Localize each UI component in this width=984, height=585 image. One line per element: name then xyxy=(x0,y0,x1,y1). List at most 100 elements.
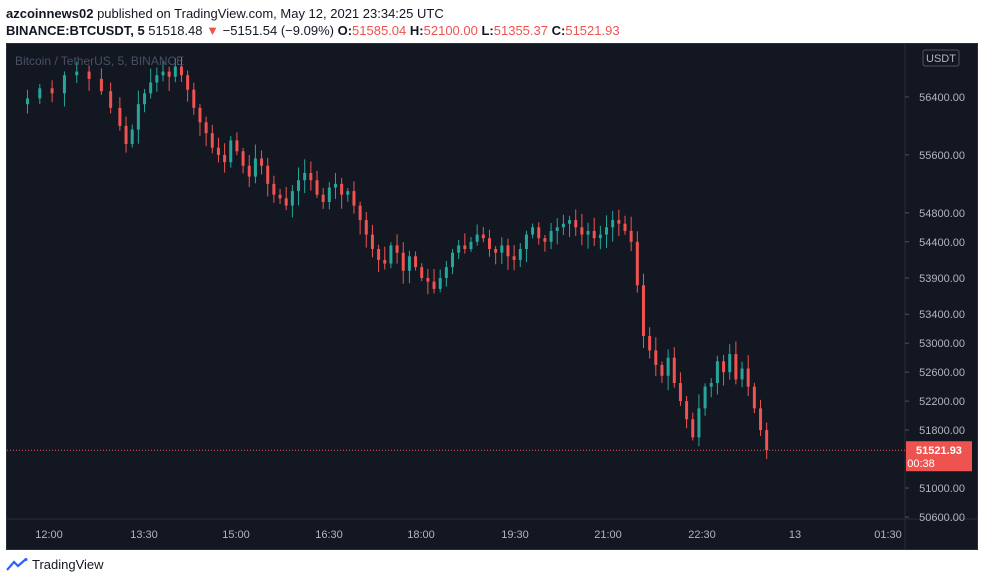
candle-body xyxy=(327,187,331,202)
publish-line: azcoinnews02 published on TradingView.co… xyxy=(6,5,620,22)
candle-body xyxy=(568,220,572,224)
close-value: 51521.93 xyxy=(565,23,620,38)
candle-body xyxy=(352,191,356,206)
candle-body xyxy=(703,386,707,409)
symbol-label: BINANCE:BTCUSDT, 5 xyxy=(6,23,145,38)
candle-body xyxy=(678,383,682,402)
y-tick-label: 52600.00 xyxy=(919,367,965,379)
candle-body xyxy=(321,194,325,202)
candle-body xyxy=(155,75,159,83)
candle-body xyxy=(173,66,177,77)
ohlc-line: BINANCE:BTCUSDT, 5 51518.48 ▼ −5151.54 (… xyxy=(6,22,620,39)
candle-body xyxy=(272,183,276,195)
candle-body xyxy=(531,227,535,235)
candle-body xyxy=(389,245,393,264)
candle-body xyxy=(469,241,473,250)
candle-body xyxy=(592,230,596,239)
x-tick-label: 19:30 xyxy=(501,529,529,541)
candle-body xyxy=(333,183,337,188)
candle-body xyxy=(414,256,418,268)
candle-body xyxy=(278,194,282,199)
candle-body xyxy=(358,205,362,221)
x-tick-label: 15:00 xyxy=(222,529,250,541)
candle-body xyxy=(383,259,387,264)
candle-body xyxy=(641,285,645,336)
candle-body xyxy=(752,386,756,409)
x-tick-label: 22:30 xyxy=(688,529,716,541)
candle-body xyxy=(377,249,381,260)
candle-body xyxy=(167,71,171,77)
chart-header: azcoinnews02 published on TradingView.co… xyxy=(6,5,620,39)
down-arrow-icon: ▼ xyxy=(206,23,220,38)
y-tick-label: 53900.00 xyxy=(919,273,965,285)
candle-body xyxy=(297,180,301,192)
candle-body xyxy=(728,354,732,373)
high-label: H: xyxy=(409,23,424,38)
publish-info: published on TradingView.com, May 12, 20… xyxy=(97,6,444,21)
candle-body xyxy=(186,75,190,90)
candle-body xyxy=(290,191,294,206)
candle-body xyxy=(192,89,196,108)
candle-body xyxy=(223,154,227,163)
footer: TradingView xyxy=(6,557,104,572)
candle-body xyxy=(124,125,128,145)
candle-body xyxy=(543,238,547,242)
close-label: C: xyxy=(551,23,566,38)
candle-body xyxy=(475,234,479,242)
candle-body xyxy=(734,354,738,380)
candle-body xyxy=(420,267,424,279)
footer-brand[interactable]: TradingView xyxy=(32,557,104,572)
candle-body xyxy=(623,223,627,231)
candle-body xyxy=(266,165,270,184)
candle-body xyxy=(229,140,233,163)
y-tick-label: 56400.00 xyxy=(919,92,965,104)
x-tick-label: 18:00 xyxy=(407,529,435,541)
candle-body xyxy=(555,227,559,231)
y-tick-label: 50600.00 xyxy=(919,512,965,524)
candle-body xyxy=(605,227,609,235)
last-price: 51518.48 xyxy=(148,23,203,38)
y-tick-label: 52200.00 xyxy=(919,396,965,408)
candle-body xyxy=(340,183,344,195)
candle-body xyxy=(364,220,368,235)
candle-body xyxy=(260,158,264,166)
candle-body xyxy=(204,122,208,134)
candle-body xyxy=(524,234,528,250)
y-tick-label: 53000.00 xyxy=(919,338,965,350)
candle-body xyxy=(451,252,455,268)
last-price-label: 51521.93 xyxy=(916,445,962,457)
candle-body xyxy=(759,408,763,431)
candle-body xyxy=(50,88,54,94)
author-name[interactable]: azcoinnews02 xyxy=(6,6,94,21)
low-value: 51355.37 xyxy=(493,23,548,38)
chart-area[interactable]: 56400.00 55600.00 54800.00 54400.00 53900.00… xyxy=(6,43,978,550)
candle-body xyxy=(685,401,689,420)
candle-body xyxy=(709,383,713,387)
candle-body xyxy=(210,133,214,148)
candle-body xyxy=(346,191,350,195)
candle-body xyxy=(666,357,670,376)
y-tick-label: 54400.00 xyxy=(919,237,965,249)
candle-body xyxy=(512,256,516,260)
high-value: 52100.00 xyxy=(423,23,478,38)
candle-body xyxy=(241,151,245,166)
candlestick-chart[interactable]: 56400.00 55600.00 54800.00 54400.00 53900.00… xyxy=(7,44,978,550)
x-tick-label: 13 xyxy=(789,529,801,541)
candle-body xyxy=(247,165,251,177)
candle-body xyxy=(765,430,769,451)
countdown-label: 00:38 xyxy=(907,458,935,470)
candle-body xyxy=(38,88,42,99)
candle-body xyxy=(253,158,257,177)
last-price-tag xyxy=(906,441,972,472)
open-value: 51585.04 xyxy=(352,23,407,38)
candle-body xyxy=(401,252,405,271)
low-label: L: xyxy=(481,23,494,38)
candle-body xyxy=(235,140,239,152)
candle-body xyxy=(672,357,676,384)
candle-body xyxy=(149,82,153,94)
candle-body xyxy=(617,220,621,224)
y-tick-label: 53400.00 xyxy=(919,309,965,321)
candle-body xyxy=(463,245,467,250)
candle-body xyxy=(118,107,122,126)
candle-body xyxy=(438,278,442,289)
